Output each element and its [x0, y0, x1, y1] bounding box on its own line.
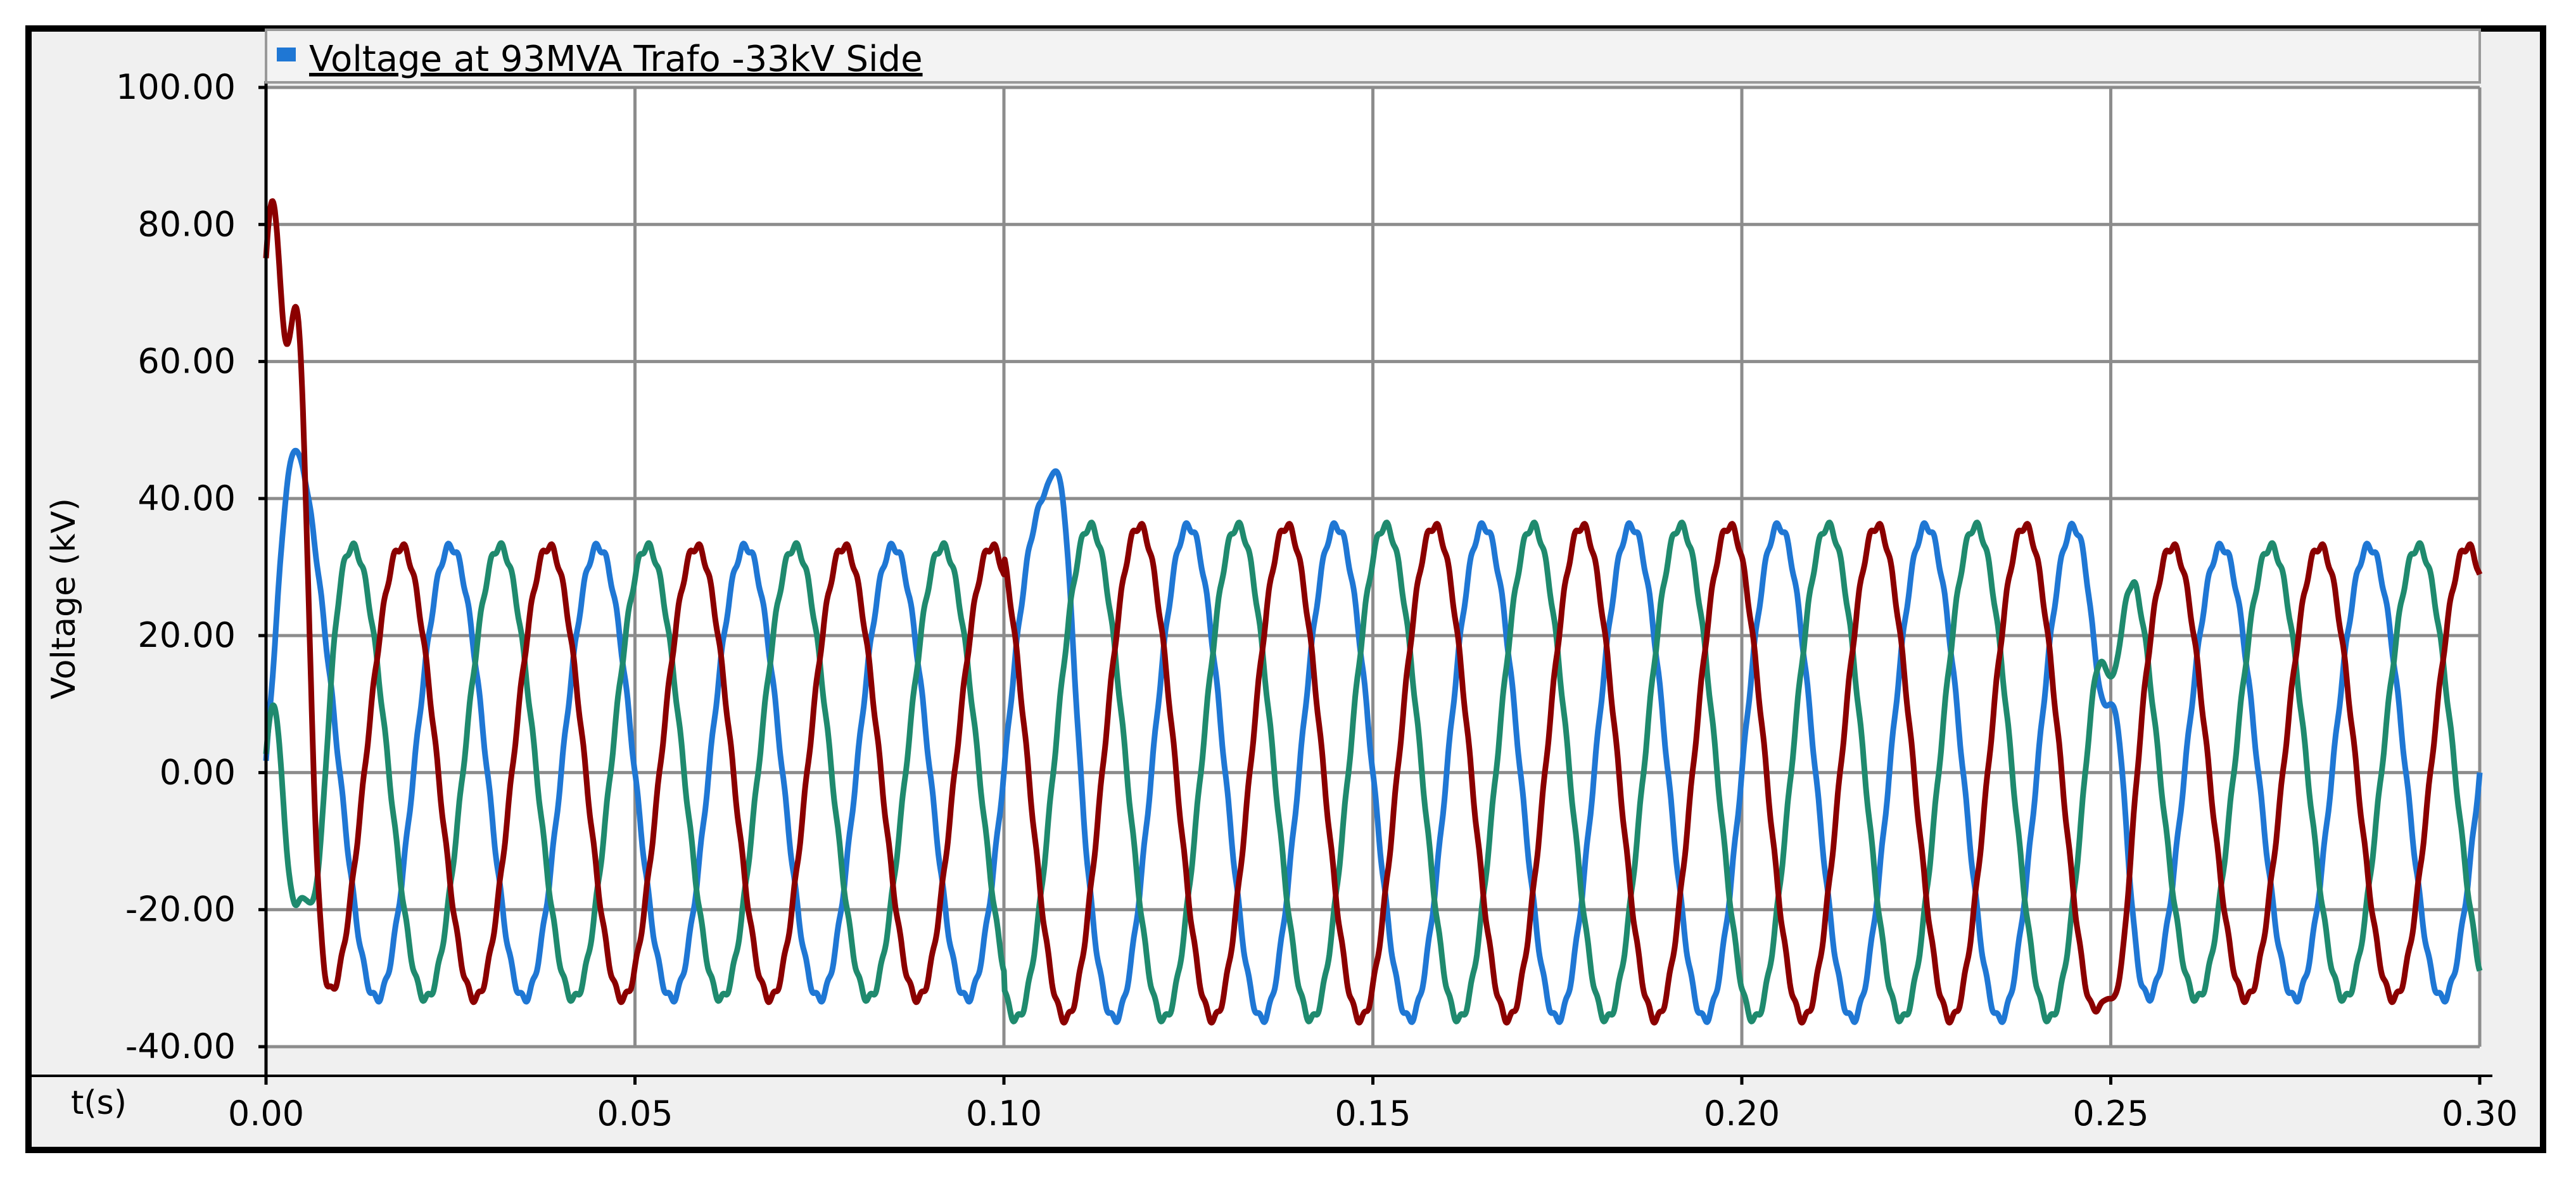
y-tick-label: 40.00 — [137, 478, 236, 518]
y-tick-label: -20.00 — [125, 890, 236, 929]
x-tick-label: 0.25 — [2072, 1094, 2148, 1133]
y-axis-label: Voltage (kV) — [45, 498, 83, 699]
y-tick-label: 0.00 — [160, 752, 236, 792]
series-lines — [263, 198, 2483, 1026]
axes: 100.00 80.00 60.00 40.00 20.00 0.00 -20.00 -40.… — [32, 67, 2518, 1133]
series-line-3 — [263, 198, 2483, 1026]
legend-label[interactable]: Voltage at 93MVA Trafo -33kV Side — [309, 39, 923, 80]
x-tick-label: 0.05 — [597, 1094, 673, 1133]
x-tick-label: 0.20 — [1704, 1094, 1780, 1133]
y-tick-label: -40.00 — [125, 1026, 236, 1066]
legend-swatch — [277, 48, 296, 61]
series-line-1 — [263, 447, 2483, 1025]
x-axis-label: t(s) — [71, 1084, 127, 1122]
y-tick-label: 60.00 — [137, 342, 236, 381]
legend[interactable]: Voltage at 93MVA Trafo -33kV Side — [265, 29, 2481, 84]
y-tick-label: 80.00 — [137, 204, 236, 244]
x-tick-label: 0.10 — [966, 1094, 1042, 1133]
x-tick-label: 0.00 — [228, 1094, 304, 1133]
y-tick-label: 20.00 — [137, 615, 236, 655]
legend-box — [265, 29, 2481, 84]
series-line-2 — [263, 520, 2483, 1025]
x-tick-label: 0.15 — [1335, 1094, 1411, 1133]
y-tick-label: 100.00 — [116, 67, 236, 107]
x-tick-label: 0.30 — [2442, 1094, 2518, 1133]
